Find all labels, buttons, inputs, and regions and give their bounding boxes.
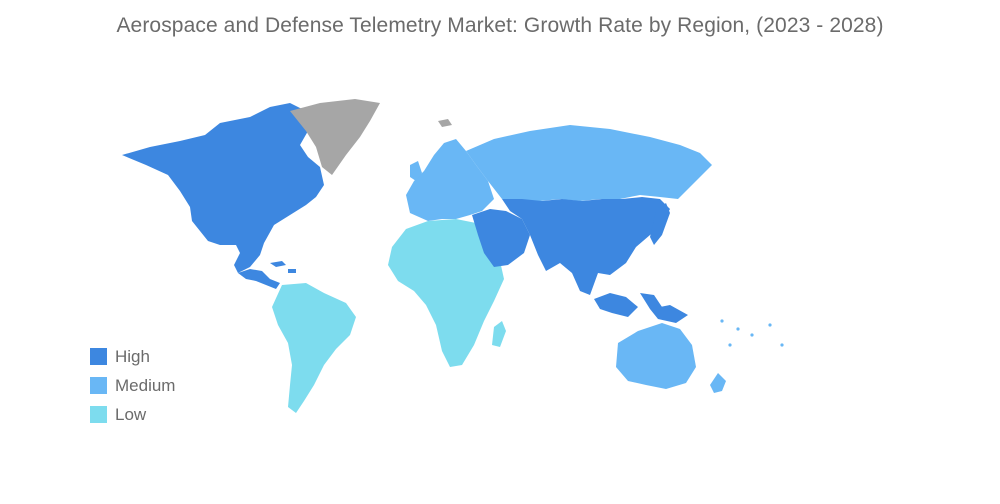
region-south-america <box>272 283 356 413</box>
island-dot <box>768 323 772 327</box>
legend: High Medium Low <box>90 342 175 429</box>
chart-title: Aerospace and Defense Telemetry Market: … <box>116 14 884 37</box>
legend-label: High <box>115 346 150 366</box>
legend-label: Low <box>115 404 147 424</box>
legend-swatch-low <box>90 406 107 423</box>
region-japan <box>650 203 670 245</box>
region-iceland <box>438 119 452 127</box>
region-russia <box>466 125 712 201</box>
region-middle-east <box>472 209 530 267</box>
region-central-america <box>238 269 280 289</box>
legend-item-low: Low <box>90 400 175 429</box>
island-dot <box>720 319 724 323</box>
region-europe <box>406 139 494 221</box>
region-uk <box>410 161 422 181</box>
island-dot <box>750 333 754 337</box>
island-dot <box>736 327 740 331</box>
legend-swatch-high <box>90 348 107 365</box>
legend-swatch-medium <box>90 377 107 394</box>
island-dot <box>728 343 732 347</box>
region-africa <box>388 219 504 367</box>
region-caribbean <box>270 261 296 273</box>
legend-item-medium: Medium <box>90 371 175 400</box>
region-asia <box>502 197 670 295</box>
region-southeast-asia <box>594 293 688 323</box>
legend-item-high: High <box>90 342 175 371</box>
region-australia <box>616 323 696 389</box>
region-madagascar <box>492 321 506 347</box>
legend-label: Medium <box>115 375 176 395</box>
region-new-zealand <box>710 373 726 393</box>
island-dot <box>780 343 784 347</box>
region-greenland <box>290 99 380 175</box>
pacific-islands <box>720 319 784 347</box>
world-map <box>122 99 784 413</box>
region-north-america <box>122 103 324 273</box>
